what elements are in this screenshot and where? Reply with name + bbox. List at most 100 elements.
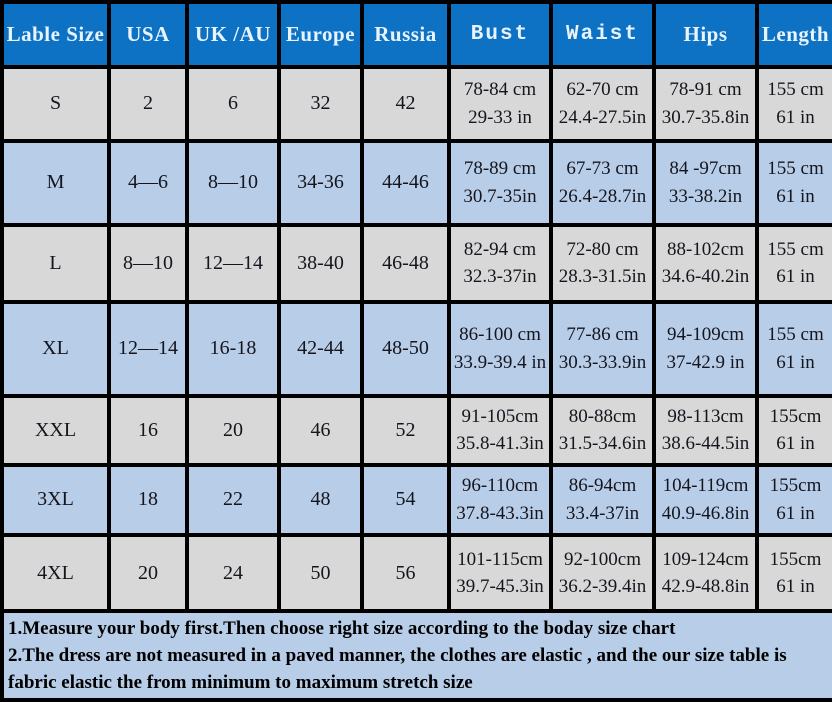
size-value-cell: 8—10 <box>107 222 189 304</box>
table-row: XL 12—14 16-18 42-44 48-50 86-100 cm 33.9-39.4… <box>0 299 832 399</box>
cell-text: 36.2-39.4in <box>558 576 647 598</box>
table-row: L 8—10 12—14 38-40 46-48 82-94 cm 32.3-37in 72-… <box>0 222 832 304</box>
size-value-cell: 42 <box>360 65 451 143</box>
size-label-cell: M <box>0 138 111 227</box>
size-value-cell: 82-94 cm 32.3-37in <box>447 222 553 304</box>
cell-text: 8—10 <box>208 171 258 194</box>
cell-text: 24 <box>223 561 243 584</box>
cell-text: 61 in <box>776 502 815 524</box>
column-header-russia: Russia <box>360 0 451 69</box>
cell-text: 92-100cm <box>563 548 642 570</box>
cell-text: 42.9-48.8in <box>661 576 750 598</box>
cell-text: 33-38.2in <box>668 185 743 207</box>
cell-text: 155 cm <box>767 238 824 260</box>
column-header-waist: Waist <box>549 0 656 69</box>
cell-text: 78-91 cm <box>669 79 742 101</box>
cell-text: 61 in <box>776 576 815 598</box>
cell-text: 155cm <box>769 475 822 497</box>
cell-text: 20 <box>138 561 158 584</box>
cell-text: 16-18 <box>209 337 257 360</box>
size-value-cell: 4—6 <box>107 138 189 227</box>
cell-text: 91-105cm <box>461 405 539 427</box>
cell-text: 26.4-28.7in <box>558 185 647 207</box>
size-label-cell: 4XL <box>0 533 111 613</box>
cell-text: L <box>49 251 62 274</box>
cell-text: 94-109cm <box>666 324 745 346</box>
size-value-cell: 32 <box>277 65 364 143</box>
size-label-cell: 3XL <box>0 462 111 538</box>
cell-text: 33.9-39.4 in <box>453 351 547 373</box>
cell-text: 4—6 <box>128 171 168 194</box>
size-value-cell: 20 <box>185 394 281 467</box>
size-value-cell: 96-110cm 37.8-43.3in <box>447 462 553 538</box>
cell-text: 22 <box>223 488 243 511</box>
cell-text: 84 -97cm <box>669 158 742 180</box>
cell-text: 4XL <box>37 561 74 584</box>
cell-text: 42-44 <box>297 337 344 360</box>
cell-text: 80-88cm <box>568 405 637 427</box>
cell-text: 61 in <box>776 351 815 373</box>
cell-text: 12—14 <box>118 337 178 360</box>
size-value-cell: 101-115cm 39.7-45.3in <box>447 533 553 613</box>
size-value-cell: 77-86 cm 30.3-33.9in <box>549 299 656 399</box>
cell-text: 16 <box>138 418 158 441</box>
cell-text: 77-86 cm <box>566 324 639 346</box>
size-value-cell: 67-73 cm 26.4-28.7in <box>549 138 656 227</box>
cell-text: 32.3-37in <box>463 266 537 288</box>
size-value-cell: 78-84 cm 29-33 in <box>447 65 553 143</box>
cell-text: 30.3-33.9in <box>558 351 647 373</box>
column-header-uk-au: UK /AU <box>185 0 281 69</box>
cell-text: 29-33 in <box>468 106 532 128</box>
size-value-cell: 46 <box>277 394 364 467</box>
size-value-cell: 155cm 61 in <box>755 533 832 613</box>
cell-text: 67-73 cm <box>566 158 639 180</box>
size-value-cell: 6 <box>185 65 281 143</box>
cell-text: 37.8-43.3in <box>456 502 544 524</box>
note-line-1: 1.Measure your body first.Then choose ri… <box>8 618 676 639</box>
size-value-cell: 16-18 <box>185 299 281 399</box>
size-value-cell: 94-109cm 37-42.9 in <box>652 299 759 399</box>
cell-text: 34-36 <box>297 171 344 194</box>
cell-text: 155 cm <box>767 79 824 101</box>
cell-text: 20 <box>223 418 243 441</box>
cell-text: 28.3-31.5in <box>558 266 647 288</box>
column-header-length: Length <box>755 0 832 69</box>
cell-text: 82-94 cm <box>463 238 537 260</box>
cell-text: 38-40 <box>297 251 344 274</box>
cell-text: 86-100 cm <box>459 324 541 346</box>
table-row: S 2 6 32 42 78-84 cm 29-33 in 62-70 cm 24.4-27.5… <box>0 65 832 143</box>
size-value-cell: 155cm 61 in <box>755 462 832 538</box>
size-value-cell: 155 cm 61 in <box>755 138 832 227</box>
cell-text: 72-80 cm <box>566 238 639 260</box>
cell-text: 155cm <box>769 548 822 570</box>
size-value-cell: 12—14 <box>185 222 281 304</box>
cell-text: 48 <box>310 488 331 511</box>
cell-text: 46 <box>310 418 331 441</box>
cell-text: 24.4-27.5in <box>558 106 647 128</box>
size-value-cell: 44-46 <box>360 138 451 227</box>
cell-text: 44-46 <box>382 171 429 194</box>
header-row: Lable Size USA UK /AU Europe Russia Bust… <box>0 0 832 69</box>
size-value-cell: 155 cm 61 in <box>755 65 832 143</box>
size-value-cell: 88-102cm 34.6-40.2in <box>652 222 759 304</box>
cell-text: 61 in <box>776 433 815 455</box>
notes-cell: 1.Measure your body first.Then choose ri… <box>0 609 832 702</box>
size-value-cell: 86-94cm 33.4-37in <box>549 462 656 538</box>
cell-text: 42 <box>395 92 416 115</box>
column-header-lable-size: Lable Size <box>0 0 111 69</box>
table-row: XXL 16 20 46 52 91-105cm 35.8-41.3in 80-88cm 31.… <box>0 394 832 467</box>
size-label-cell: S <box>0 65 111 143</box>
size-label-cell: XXL <box>0 394 111 467</box>
size-value-cell: 78-91 cm 30.7-35.8in <box>652 65 759 143</box>
cell-text: 30.7-35in <box>463 185 537 207</box>
cell-text: 32 <box>310 92 331 115</box>
size-value-cell: 46-48 <box>360 222 451 304</box>
cell-text: 3XL <box>37 488 74 511</box>
size-value-cell: 91-105cm 35.8-41.3in <box>447 394 553 467</box>
notes-row: 1.Measure your body first.Then choose ri… <box>0 609 832 702</box>
cell-text: 61 in <box>776 266 815 288</box>
cell-text: 31.5-34.6in <box>558 433 647 455</box>
cell-text: 40.9-46.8in <box>661 502 750 524</box>
